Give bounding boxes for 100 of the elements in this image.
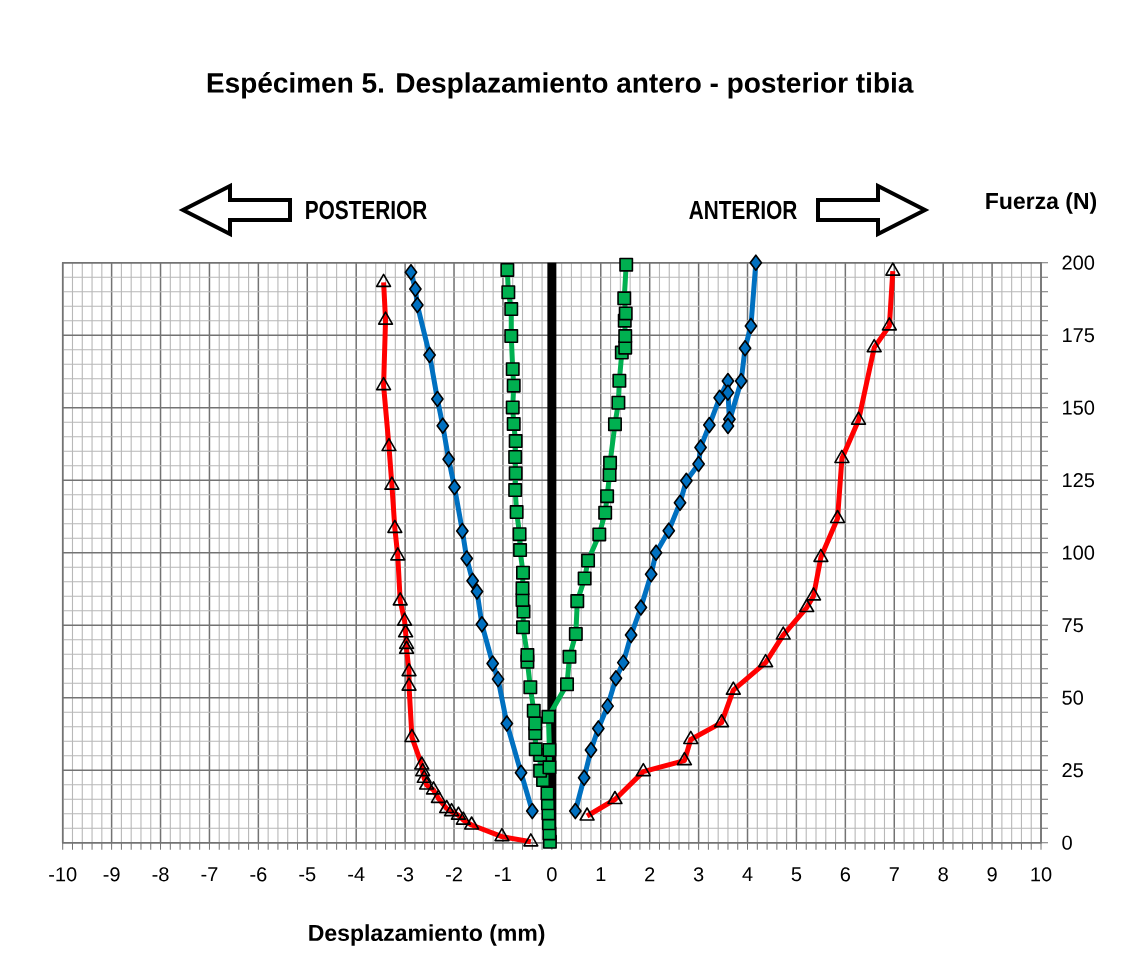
point — [616, 654, 630, 671]
point — [508, 483, 523, 498]
point — [611, 395, 626, 410]
point — [577, 769, 591, 787]
point — [721, 417, 735, 435]
x-axis-title: Desplazamiento (mm) — [309, 924, 545, 946]
x-tick-label: 9 — [987, 867, 997, 882]
point — [577, 571, 592, 586]
point — [506, 378, 521, 393]
x-tick-label: 10 — [1031, 867, 1052, 882]
point — [612, 373, 627, 388]
point — [542, 760, 557, 775]
point — [619, 257, 634, 272]
point — [508, 450, 523, 464]
y-tick-label: 100 — [1063, 545, 1095, 560]
point — [607, 417, 622, 432]
x-tick-label: 2 — [645, 867, 655, 882]
point — [679, 472, 693, 490]
point — [513, 543, 528, 558]
text: POSTERIOR — [306, 200, 427, 220]
point — [560, 677, 575, 692]
point — [508, 434, 523, 449]
x-tick-label: -10 — [49, 867, 77, 882]
point — [526, 703, 541, 718]
x-tick-label: -6 — [250, 867, 267, 882]
y-tick-label: 200 — [1062, 255, 1095, 270]
point — [609, 669, 623, 687]
point — [486, 655, 500, 672]
point — [562, 649, 577, 664]
x-tick-label: 3 — [693, 867, 704, 882]
point — [448, 478, 461, 496]
text: ANTERIOR — [689, 200, 797, 220]
point — [515, 581, 530, 596]
point — [500, 715, 514, 732]
y-tick-label: 125 — [1063, 473, 1095, 488]
point — [734, 372, 748, 390]
x-tick-label: 6 — [840, 867, 851, 882]
y-tick-label: 175 — [1063, 328, 1095, 343]
x-tick-label: -5 — [299, 867, 316, 882]
point — [634, 599, 648, 616]
point — [430, 390, 444, 408]
point — [442, 451, 456, 468]
x-tick-label: -9 — [103, 867, 120, 882]
point — [618, 306, 633, 321]
point — [525, 802, 539, 820]
point — [749, 254, 763, 271]
point — [514, 764, 528, 782]
point — [505, 362, 520, 377]
point — [542, 742, 557, 757]
point — [644, 565, 658, 583]
x-tick-label: 5 — [791, 867, 802, 882]
point — [721, 384, 735, 401]
point — [738, 339, 752, 357]
point — [591, 720, 605, 737]
x-tick-label: 1 — [596, 867, 606, 881]
point — [504, 302, 519, 317]
point — [404, 263, 418, 281]
point — [600, 489, 615, 504]
x-tick-label: 0 — [547, 867, 557, 882]
y-tick-label: 25 — [1062, 763, 1083, 778]
y-tick-label: 75 — [1062, 618, 1083, 633]
point — [509, 505, 524, 520]
x-tick-label: -7 — [201, 867, 218, 881]
x-tick-label: 4 — [742, 867, 753, 881]
point — [408, 280, 422, 298]
x-tick-label: -8 — [152, 867, 169, 882]
point — [512, 527, 527, 542]
x-tick-label: -3 — [397, 867, 414, 882]
point — [618, 329, 633, 344]
x-tick-label: 8 — [938, 867, 948, 882]
point — [504, 329, 519, 344]
x-tick-label: -4 — [348, 867, 365, 881]
point — [713, 389, 727, 407]
point — [617, 291, 632, 306]
point — [540, 786, 555, 801]
point — [624, 626, 638, 644]
point — [584, 741, 598, 759]
point — [601, 697, 615, 715]
point — [501, 285, 516, 300]
point — [475, 616, 489, 633]
point — [694, 439, 707, 456]
point — [466, 572, 480, 590]
x-tick-label: -2 — [446, 867, 462, 882]
x-tick-label: 7 — [889, 867, 899, 881]
y-tick-label: 50 — [1062, 690, 1083, 705]
point — [528, 742, 543, 757]
point — [523, 680, 538, 695]
point — [508, 466, 523, 481]
point — [500, 262, 515, 277]
y-axis-title: Fuerza (N) — [986, 192, 1097, 214]
y-tick-label: 0 — [1062, 835, 1072, 850]
point — [528, 716, 543, 731]
point — [410, 296, 424, 314]
y-tick-label: 150 — [1063, 400, 1095, 415]
point — [470, 583, 484, 600]
point — [570, 594, 585, 609]
point — [541, 709, 556, 724]
point — [598, 505, 613, 520]
point — [649, 544, 663, 561]
point — [491, 670, 505, 688]
